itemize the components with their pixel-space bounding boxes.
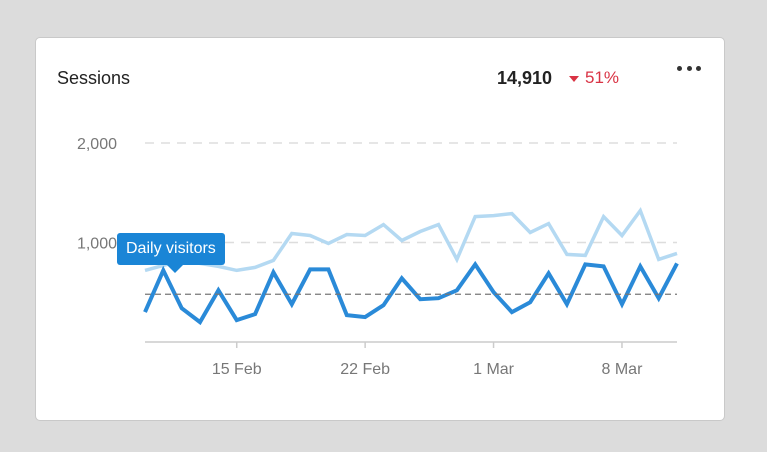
widget-title: Sessions bbox=[57, 68, 131, 88]
x-tick-label: 1 Mar bbox=[473, 361, 515, 378]
x-tick-label: 22 Feb bbox=[340, 361, 390, 378]
y-tick-label: 2,000 bbox=[77, 136, 117, 153]
sessions-widget: Sessions 14,910 51% 1,000 2,000 15 Feb 22 F… bbox=[35, 37, 725, 421]
y-tick-label: 1,000 bbox=[77, 235, 117, 252]
x-tick-label: 8 Mar bbox=[602, 361, 644, 378]
sessions-total: 14,910 bbox=[497, 68, 553, 88]
sessions-chart: 1,000 2,000 15 Feb 22 Feb 1 Mar 8 Mar bbox=[77, 136, 679, 378]
sessions-change-value: 51% bbox=[585, 68, 620, 87]
more-horizontal-icon[interactable] bbox=[677, 60, 701, 76]
x-tick-label: 15 Feb bbox=[212, 361, 262, 378]
series-tooltip: Daily visitors bbox=[117, 233, 225, 273]
series-line-daily-visitors[interactable] bbox=[143, 260, 679, 326]
series-line-comparison[interactable] bbox=[144, 206, 678, 273]
sessions-change: 51% bbox=[569, 68, 619, 88]
caret-down-icon bbox=[569, 75, 579, 82]
